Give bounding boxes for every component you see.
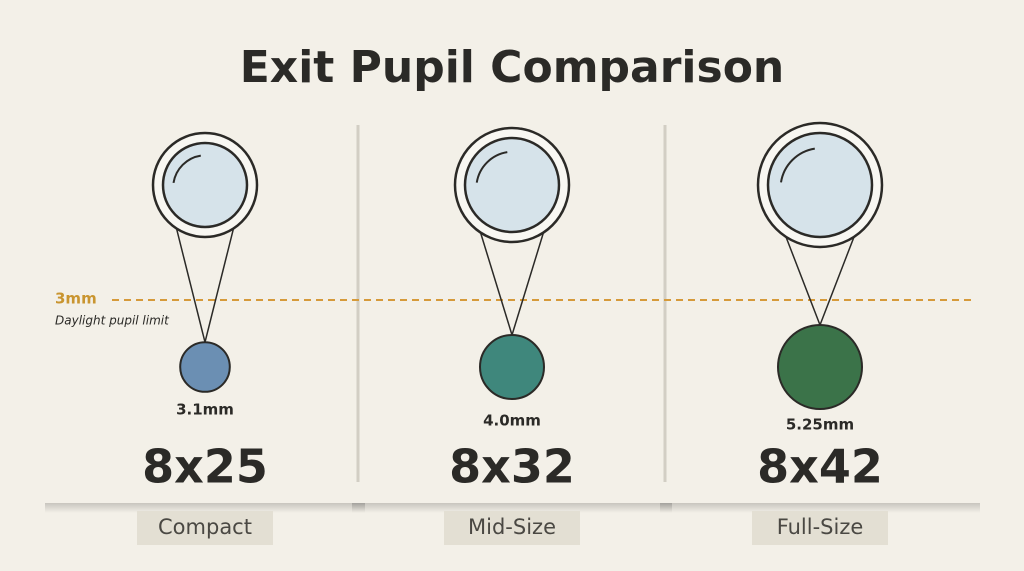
exit-pupil xyxy=(479,334,545,400)
category-label: Full-Size xyxy=(777,515,864,539)
exit-pupil xyxy=(179,341,231,393)
exit-pupil-label: 3.1mm xyxy=(176,401,234,419)
cone-line xyxy=(511,220,548,336)
reference-label: 3mm xyxy=(55,290,97,308)
category-box xyxy=(444,511,580,545)
model-name: 8x42 xyxy=(757,440,883,494)
title: Exit Pupil Comparison xyxy=(240,42,785,93)
cone-line xyxy=(780,223,821,326)
cone-line xyxy=(172,216,206,343)
category-box xyxy=(137,511,273,545)
shadow xyxy=(660,503,980,513)
model-name: 8x32 xyxy=(449,440,575,494)
lens-glint xyxy=(172,154,201,184)
lens-glint xyxy=(780,147,815,183)
category-box xyxy=(752,511,888,545)
model-name: 8x25 xyxy=(142,440,268,494)
shadow xyxy=(352,503,672,513)
objective-lens xyxy=(161,141,249,229)
shadow xyxy=(45,503,365,513)
columns: 3.1mm 8x25 Compact 4.0mm 8x32 Mid-Size 5.25mm 8… xyxy=(45,121,980,545)
cone-line xyxy=(204,216,238,343)
exit-pupil-label: 4.0mm xyxy=(483,412,541,430)
cone-line xyxy=(476,220,513,336)
objective-lens xyxy=(766,131,874,239)
category-label: Compact xyxy=(158,515,252,539)
category-label: Mid-Size xyxy=(468,515,556,539)
exit-pupil-label: 5.25mm xyxy=(786,416,854,434)
reference-note: Daylight pupil limit xyxy=(55,314,170,328)
exit-pupil xyxy=(777,324,863,410)
lens-glint xyxy=(475,151,508,183)
objective-lens xyxy=(463,136,561,234)
cone-line xyxy=(819,223,860,326)
